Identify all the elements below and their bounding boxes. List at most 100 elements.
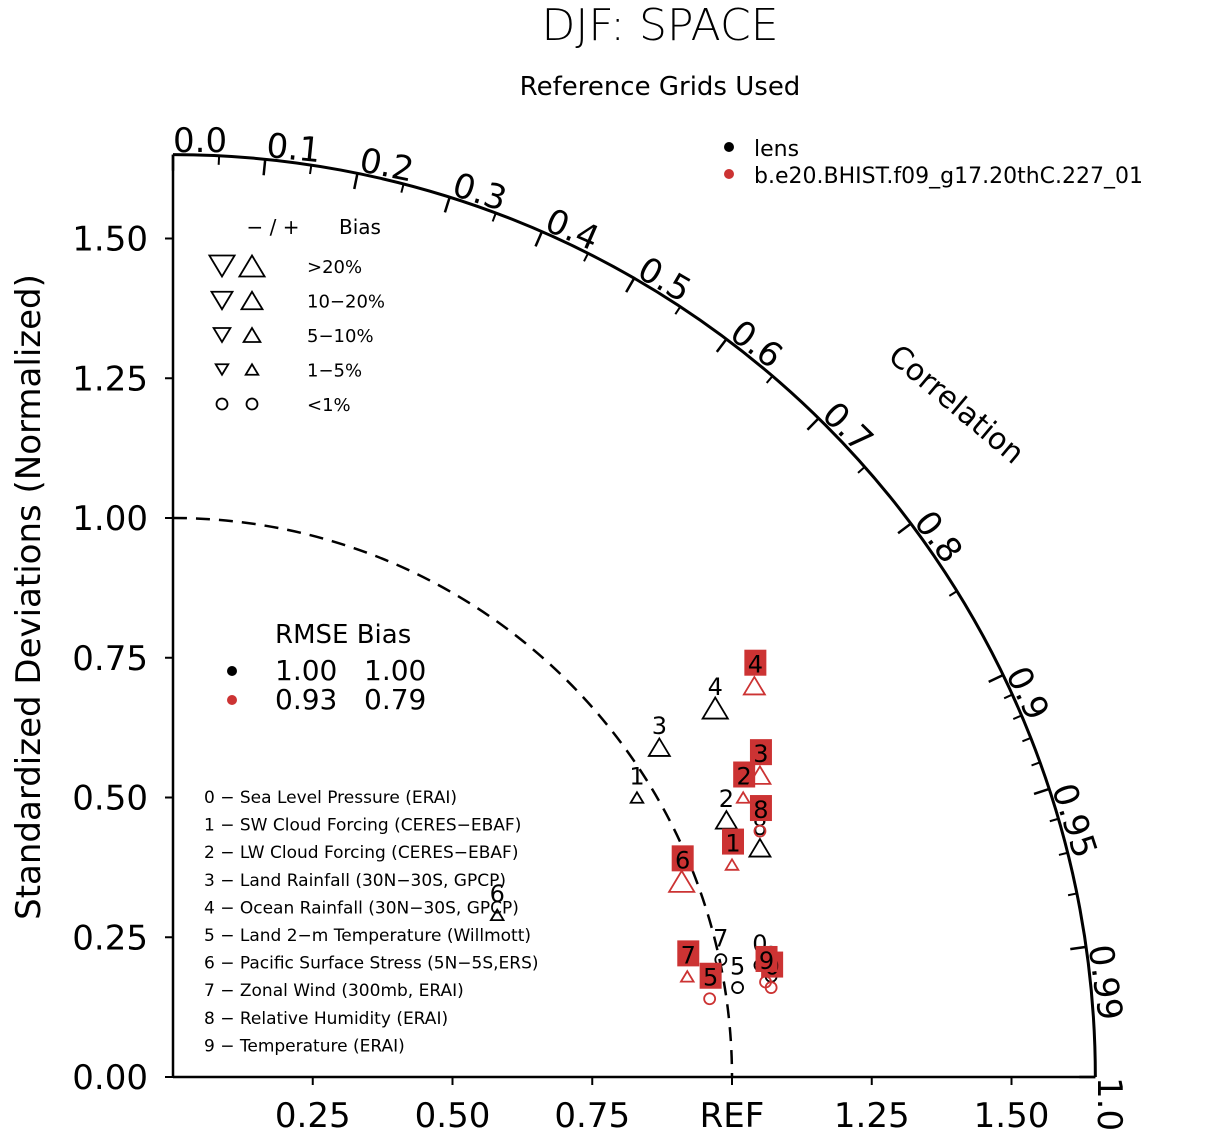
point-marker	[701, 695, 730, 720]
point-label: 4	[748, 651, 763, 679]
chart-title: DJF: SPACE	[541, 0, 778, 51]
bias-legend-label: 10−20%	[307, 292, 385, 313]
point-label: 4	[708, 673, 723, 701]
point-marker	[753, 824, 767, 838]
corr-tick-mark	[534, 231, 544, 247]
corr-tick-label: 0.9	[997, 660, 1057, 726]
point-marker	[714, 809, 739, 830]
correlation-arc	[172, 153, 1097, 1078]
variable-legend-item: 3 − Land Rainfall (30N−30S, GPCP)	[204, 871, 506, 891]
bias-legend-label: 1−5%	[307, 361, 362, 382]
point-label: 3	[652, 712, 667, 740]
corr-minor-tick	[765, 375, 774, 384]
bias-legend-sign-header: − / +	[247, 215, 300, 239]
variable-legend-item: 1 − SW Cloud Forcing (CERES−EBAF)	[204, 816, 521, 836]
y-tick-label: 1.00	[72, 499, 148, 539]
y-axis-label: Standardized Deviations (Normalized)	[9, 274, 49, 920]
corr-minor-tick	[1022, 737, 1032, 743]
corr-tick-mark	[262, 159, 267, 176]
corr-tick-label: 0.2	[356, 140, 417, 190]
point-marker	[629, 790, 645, 804]
x-tick-label: 0.25	[275, 1096, 351, 1135]
rmse-table-rmse: 1.00	[275, 654, 337, 687]
point-label-box	[744, 649, 767, 676]
bias-legend-down-icon	[207, 254, 237, 279]
corr-minor-tick	[1031, 761, 1041, 767]
corr-tick-mark	[715, 338, 728, 353]
point-label-box	[749, 739, 772, 766]
corr-minor-tick	[1012, 714, 1022, 720]
corr-minor-tick	[857, 466, 866, 474]
point-marker	[679, 969, 696, 983]
point-label: 5	[703, 964, 718, 992]
point-label: 2	[719, 785, 734, 813]
point-label: 1	[629, 763, 644, 791]
point-label: 3	[753, 740, 768, 768]
variable-legend-item: 7 − Zonal Wind (300mb, ERAI)	[204, 981, 464, 1001]
corr-tick-label: 0.7	[814, 394, 881, 460]
corr-tick-mark	[625, 277, 636, 293]
x-tick-label: 1.50	[974, 1096, 1050, 1135]
point-marker	[731, 981, 744, 994]
point-label: 1	[725, 830, 740, 858]
y-tick-label: 0.50	[72, 779, 148, 819]
rmse-table-rmse: 0.93	[275, 683, 337, 716]
corr-tick-mark	[806, 417, 820, 431]
bias-legend-up-icon	[244, 362, 260, 376]
variable-legend-item: 9 − Temperature (ERAI)	[204, 1036, 405, 1056]
point-label-box	[671, 845, 694, 872]
point-marker	[647, 736, 672, 757]
corr-minor-tick	[1003, 693, 1013, 700]
point-label: 5	[730, 953, 745, 981]
rmse-table-bias: 1.00	[364, 654, 426, 687]
point-marker	[735, 790, 752, 804]
point-label: 9	[759, 947, 774, 975]
bias-legend-circle-icon	[245, 397, 259, 411]
x-tick-label: REF	[700, 1096, 765, 1135]
bias-legend-down-icon	[209, 290, 235, 311]
corr-tick-label: 0.4	[539, 201, 605, 259]
y-tick-label: 0.25	[72, 918, 148, 958]
variable-legend-item: 8 − Relative Humidity (ERAI)	[204, 1009, 448, 1029]
corr-minor-tick	[1049, 817, 1059, 823]
corr-tick-mark	[988, 673, 1004, 684]
corr-minor-tick	[1058, 851, 1068, 856]
corr-minor-tick	[309, 164, 313, 175]
series-legend-marker	[724, 142, 734, 152]
y-tick-label: 0.75	[72, 639, 148, 679]
bias-legend-down-icon	[214, 363, 230, 377]
series-legend-label: lens	[754, 137, 799, 162]
corr-tick-mark	[1033, 787, 1050, 796]
bias-legend-down-icon	[212, 327, 232, 344]
series-legend-label: b.e20.BHIST.f09_g17.20thC.227_01	[754, 164, 1143, 189]
point-label-box	[677, 940, 700, 967]
rmse-table-marker	[227, 695, 237, 705]
variable-legend-item: 6 − Pacific Surface Stress (5N−5S,ERS)	[204, 954, 539, 974]
variable-legend-item: 2 − LW Cloud Forcing (CERES−EBAF)	[204, 843, 518, 863]
point-marker	[724, 857, 740, 871]
bias-legend-label: >20%	[307, 257, 362, 278]
y-tick-label: 1.50	[72, 220, 148, 260]
series-legend-marker	[724, 169, 734, 179]
corr-minor-tick	[583, 252, 589, 262]
point-marker	[747, 837, 773, 858]
point-label-box	[749, 795, 772, 822]
corr-tick-mark	[443, 196, 451, 213]
point-label-box	[733, 761, 756, 788]
corr-minor-tick	[948, 590, 958, 597]
point-label-box	[722, 828, 744, 855]
corr-tick-label: 0.3	[448, 165, 512, 219]
variable-legend-item: 0 − Sea Level Pressure (ERAI)	[204, 788, 457, 808]
point-marker	[703, 992, 717, 1006]
correlation-label: Correlation	[881, 338, 1030, 471]
corr-tick-label: 0.8	[906, 503, 970, 570]
corr-tick-mark	[1070, 945, 1087, 951]
corr-minor-tick	[1067, 892, 1078, 897]
corr-tick-mark	[353, 173, 359, 190]
corr-tick-label: 1.0	[1089, 1077, 1129, 1131]
bias-legend-up-icon	[237, 253, 267, 278]
rmse-table-header: RMSE Bias	[275, 620, 411, 650]
corr-minor-tick	[674, 306, 682, 315]
